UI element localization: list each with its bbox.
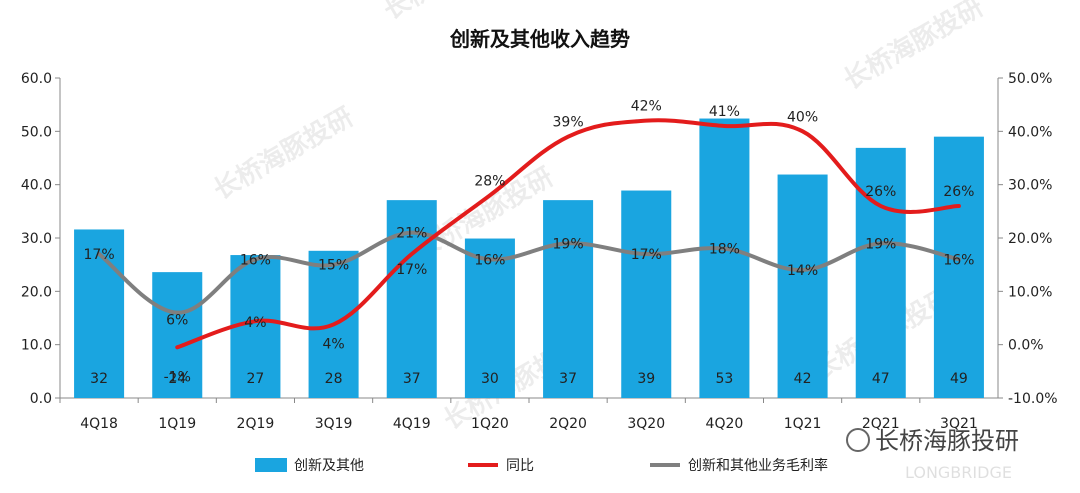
axes: 0.0 10.0 20.0 30.0 40.0 50.0 60.0 -10.0% 0.0% 10.…: [21, 71, 1058, 432]
bar-value-label: 53: [716, 371, 734, 387]
yoy-value-label: 39%: [553, 115, 584, 131]
watermark-text: 长桥海豚投研: [839, 0, 989, 96]
yoy-line: [175, 118, 961, 350]
margin-line: [97, 230, 961, 315]
y2-tick-label: 10.0%: [1008, 284, 1052, 300]
y2-tick-label: 30.0%: [1008, 178, 1052, 194]
margin-value-label: 19%: [553, 236, 584, 252]
margin-value-label: 17%: [631, 247, 662, 263]
yoy-value-label: 41%: [709, 104, 740, 120]
margin-value-label: 18%: [709, 242, 740, 258]
bar: [543, 200, 594, 398]
bar-value-label: 32: [90, 371, 108, 387]
x-tick-label: 1Q21: [784, 416, 822, 432]
margin-value-label: 16%: [240, 252, 271, 268]
bar-value-label: 37: [559, 371, 577, 387]
legend-label-yoy: 同比: [506, 458, 534, 474]
yoy-value-label: 40%: [787, 109, 818, 125]
yoy-value-label: 26%: [943, 184, 974, 200]
margin-value-label: 14%: [787, 263, 818, 279]
x-tick-label: 3Q19: [315, 416, 353, 432]
y-tick-label: 10.0: [21, 338, 52, 354]
yoy-value-label: 4%: [322, 336, 344, 352]
margin-value-label: 16%: [474, 252, 505, 268]
yoy-value-label: -1%: [164, 369, 191, 385]
yoy-value-label: 42%: [631, 99, 662, 115]
yoy-value-label: 26%: [865, 184, 896, 200]
y-tick-label: 30.0: [21, 231, 52, 247]
y-tick-label: 50.0: [21, 124, 52, 140]
chart-title: 创新及其他收入趋势: [449, 27, 630, 51]
y2-tick-label: -10.0%: [1008, 391, 1058, 407]
bar: [152, 272, 203, 398]
y2-tick-label: 20.0%: [1008, 231, 1052, 247]
bar-value-label: 47: [872, 371, 890, 387]
y-tick-label: 20.0: [21, 284, 52, 300]
x-tick-label: 1Q19: [158, 416, 196, 432]
y-tick-label: 40.0: [21, 178, 52, 194]
y-tick-label: 60.0: [21, 71, 52, 87]
y2-tick-label: 0.0%: [1008, 338, 1044, 354]
yoy-value-label: 28%: [474, 173, 505, 189]
y2-tick-label: 50.0%: [1008, 71, 1052, 87]
brand-name: 长桥海豚投研: [875, 427, 1019, 455]
brand-sub: LONGBRIDGE: [905, 463, 1012, 482]
x-tick-label: 3Q20: [627, 416, 665, 432]
margin-value-label: 15%: [318, 258, 349, 274]
bar-value-label: 24: [168, 371, 186, 387]
margin-value-label: 21%: [396, 226, 427, 242]
legend: 创新及其他 同比 创新和其他业务毛利率: [255, 457, 828, 474]
bar-value-label: 42: [794, 371, 812, 387]
x-tick-label: 2Q19: [237, 416, 275, 432]
bar: [933, 136, 984, 398]
x-tick-label: 4Q20: [706, 416, 744, 432]
yoy-value-label: 17%: [396, 262, 427, 278]
watermark-text: 长桥海豚投研: [209, 102, 359, 206]
x-tick-label: 2Q21: [862, 416, 900, 432]
bar: [621, 190, 672, 398]
bar-value-label: 27: [247, 371, 265, 387]
x-tick-label: 4Q19: [393, 416, 431, 432]
brand-logo: 长桥海豚投研 LONGBRIDGE: [846, 427, 1019, 482]
y2-tick-label: 40.0%: [1008, 124, 1052, 140]
margin-value-label: 6%: [166, 313, 188, 329]
bar-value-label: 37: [403, 371, 421, 387]
y-tick-label: 0.0: [30, 391, 52, 407]
bar: [464, 238, 515, 398]
data-labels: 32 24 27 28 37 30 37 39 53 42 47 49 -1% 4% 4% 17% 28% 39%…: [84, 99, 975, 387]
bar-value-label: 49: [950, 371, 968, 387]
bar: [777, 174, 828, 398]
yoy-value-label: 4%: [244, 315, 266, 331]
margin-value-label: 17%: [84, 247, 115, 263]
legend-label-bar: 创新及其他: [294, 458, 364, 474]
bar: [855, 147, 906, 398]
bar-value-label: 30: [481, 371, 499, 387]
line-series: [97, 118, 961, 350]
bar: [699, 118, 750, 399]
legend-label-margin: 创新和其他业务毛利率: [688, 457, 828, 474]
x-tick-label: 2Q20: [549, 416, 587, 432]
x-tick-label: 4Q18: [80, 416, 118, 432]
x-tick-label: 1Q20: [471, 416, 509, 432]
bar-value-label: 39: [637, 371, 655, 387]
brand-icon: [846, 428, 870, 452]
bar-value-label: 28: [325, 371, 343, 387]
margin-value-label: 16%: [943, 252, 974, 268]
legend-swatch-bar: [255, 458, 287, 472]
bar: [74, 229, 125, 398]
watermark-text: 长桥海豚投研: [379, 0, 529, 26]
x-tick-label: 3Q21: [940, 416, 978, 432]
margin-value-label: 19%: [865, 236, 896, 252]
